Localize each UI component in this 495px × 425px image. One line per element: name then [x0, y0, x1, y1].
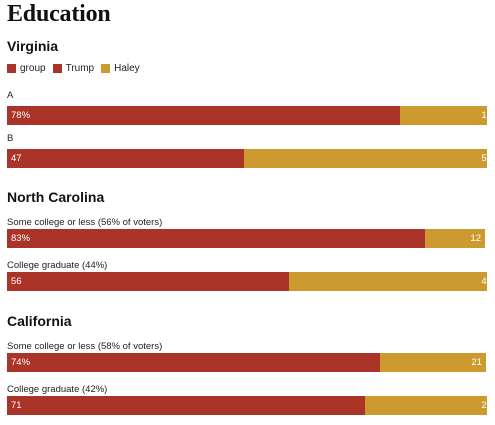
legend-label-trump: Trump — [65, 63, 95, 74]
legend-swatch-trump — [52, 64, 62, 73]
row-label: Some college or less (56% of voters) — [7, 217, 163, 228]
data-label-trump: 74% — [11, 357, 31, 368]
stacked-bar: 47 50 — [7, 149, 487, 168]
stacked-bar: 74% 21 — [7, 353, 487, 372]
legend: group Trump Haley — [7, 63, 147, 74]
legend-label-haley: Haley — [114, 63, 140, 74]
bar-segment-haley: 50 — [244, 149, 487, 168]
data-label-trump: 78% — [11, 110, 31, 121]
data-label-trump: 83% — [11, 233, 31, 244]
legend-label-group: group — [20, 63, 46, 74]
state-title-virginia: Virginia — [7, 38, 59, 54]
row-label: B — [7, 133, 14, 144]
bar-segment-trump: 56 — [7, 272, 289, 291]
row-label: A — [7, 90, 14, 101]
bar-segment-trump: 78% — [7, 106, 400, 125]
legend-item-group: group — [7, 63, 46, 74]
bar-segment-haley: 19 — [400, 106, 487, 125]
row-label: College graduate (44%) — [7, 260, 108, 271]
data-label-haley: 26 — [481, 400, 487, 411]
stacked-bar: 78% 19 — [7, 106, 487, 125]
legend-swatch-group — [7, 64, 16, 73]
legend-swatch-haley — [101, 64, 111, 73]
state-title-california: California — [7, 313, 72, 329]
bar-segment-trump: 71 — [7, 396, 365, 415]
row-label: Some college or less (58% of voters) — [7, 341, 163, 352]
row-label: College graduate (42%) — [7, 384, 108, 395]
data-label-trump: 56 — [11, 276, 22, 287]
legend-item-trump: Trump — [52, 63, 95, 74]
bar-segment-trump: 83% — [7, 229, 425, 248]
bar-segment-trump: 47 — [7, 149, 244, 168]
legend-item-haley: Haley — [101, 63, 140, 74]
data-label-haley: 12 — [470, 233, 481, 244]
data-label-haley: 50 — [481, 153, 487, 164]
data-label-haley: 41 — [481, 276, 487, 287]
chart-title: Education — [7, 1, 111, 27]
bar-segment-haley: 12 — [425, 229, 485, 248]
bar-segment-trump: 74% — [7, 353, 380, 372]
bar-segment-haley: 26 — [365, 396, 487, 415]
stacked-bar: 56 41 — [7, 272, 487, 291]
stacked-bar: 83% 12 — [7, 229, 487, 248]
state-title-north-carolina: North Carolina — [7, 189, 105, 205]
bar-segment-haley: 41 — [289, 272, 487, 291]
data-label-haley: 19 — [481, 110, 487, 121]
data-label-trump: 47 — [11, 153, 22, 164]
bar-segment-haley: 21 — [380, 353, 486, 372]
stacked-bar: 71 26 — [7, 396, 487, 415]
data-label-trump: 71 — [11, 400, 22, 411]
data-label-haley: 21 — [471, 357, 482, 368]
